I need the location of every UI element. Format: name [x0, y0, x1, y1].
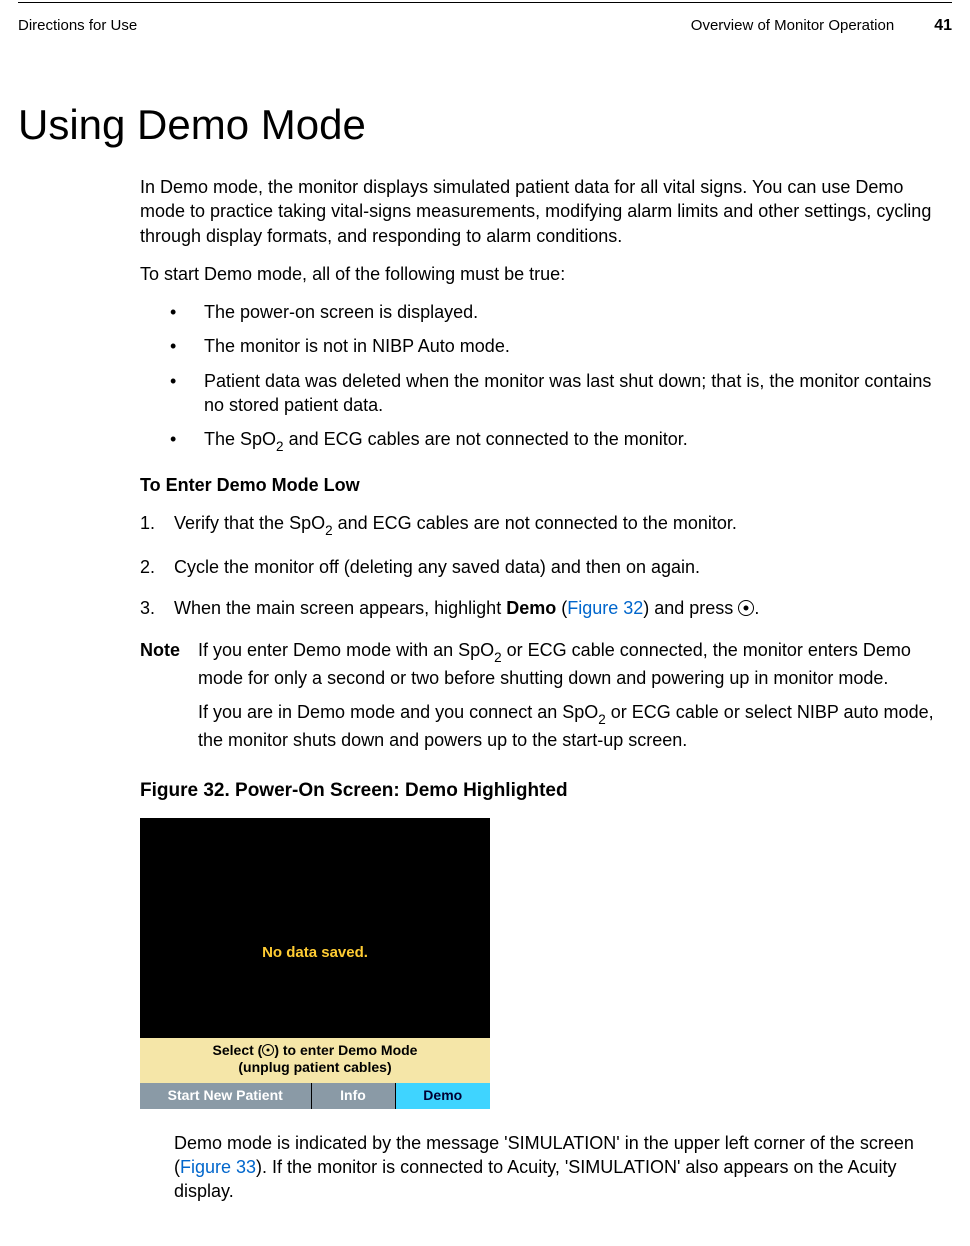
- running-header: Directions for Use Overview of Monitor O…: [18, 3, 952, 43]
- screen-buttons: Start New Patient Info Demo: [140, 1083, 490, 1109]
- screen-btn-start-new-patient[interactable]: Start New Patient: [140, 1083, 312, 1109]
- screen-mid-text: No data saved.: [262, 943, 368, 963]
- bullet4-pre: The SpO: [204, 429, 276, 449]
- screen-btn-info[interactable]: Info: [312, 1083, 396, 1109]
- closing-paragraph: Demo mode is indicated by the message 'S…: [140, 1131, 942, 1204]
- prereq-list: The power-on screen is displayed. The mo…: [140, 300, 942, 455]
- header-left: Directions for Use: [18, 17, 137, 34]
- note-label: Note: [140, 638, 180, 762]
- hint-l1-pre: Select (: [213, 1042, 263, 1058]
- note-p1-sub: 2: [494, 650, 502, 665]
- note-p2-pre: If you are in Demo mode and you connect …: [198, 702, 598, 722]
- hint-line1: Select ( ) to enter Demo Mode: [213, 1042, 418, 1060]
- bullet4-sub: 2: [276, 439, 284, 454]
- steps-list: 1. Verify that the SpO2 and ECG cables a…: [140, 511, 942, 619]
- note-p1-pre: If you enter Demo mode with an SpO: [198, 640, 494, 660]
- figure-caption: Figure 32. Power-On Screen: Demo Highlig…: [140, 778, 942, 804]
- hint-line2: (unplug patient cables): [238, 1059, 391, 1075]
- note-text: If you enter Demo mode with an SpO2 or E…: [198, 638, 942, 762]
- step1-post: and ECG cables are not connected to the …: [333, 513, 737, 533]
- screen-top-bar: [140, 818, 490, 868]
- step-1: 1. Verify that the SpO2 and ECG cables a…: [140, 511, 942, 539]
- step2-text: Cycle the monitor off (deleting any save…: [174, 557, 700, 577]
- note-p2: If you are in Demo mode and you connect …: [198, 700, 942, 752]
- monitor-screen: No data saved. Select ( ) to enter Demo M…: [140, 818, 490, 1109]
- section-title: Using Demo Mode: [18, 101, 952, 149]
- bullet-2: The monitor is not in NIBP Auto mode.: [140, 334, 942, 358]
- screen-middle: No data saved.: [140, 868, 490, 1038]
- step-3: 3. When the main screen appears, highlig…: [140, 596, 942, 620]
- step3-post2: .: [754, 598, 759, 618]
- header-right: Overview of Monitor Operation: [691, 17, 894, 34]
- intro-paragraph: In Demo mode, the monitor displays simul…: [140, 175, 942, 248]
- note-p2-sub: 2: [598, 712, 606, 727]
- bullet-3: Patient data was deleted when the monito…: [140, 369, 942, 418]
- subheading: To Enter Demo Mode Low: [140, 473, 942, 497]
- step3-pre: When the main screen appears, highlight: [174, 598, 506, 618]
- screen-btn-demo[interactable]: Demo: [396, 1083, 491, 1109]
- step-2: 2. Cycle the monitor off (deleting any s…: [140, 555, 942, 579]
- step1-pre: Verify that the SpO: [174, 513, 325, 533]
- closing-post: ). If the monitor is connected to Acuity…: [174, 1157, 897, 1201]
- body-column: In Demo mode, the monitor displays simul…: [140, 175, 942, 1204]
- start-intro: To start Demo mode, all of the following…: [140, 262, 942, 286]
- screen-hint: Select ( ) to enter Demo Mode (unplug pat…: [140, 1038, 490, 1083]
- select-button-icon: [738, 600, 754, 616]
- note-block: Note If you enter Demo mode with an SpO2…: [140, 638, 942, 762]
- bullet-4: The SpO2 and ECG cables are not connecte…: [140, 427, 942, 455]
- note-p1: If you enter Demo mode with an SpO2 or E…: [198, 638, 942, 690]
- step3-link[interactable]: Figure 32: [567, 598, 643, 618]
- page-number: 41: [934, 17, 952, 35]
- hint-l1-post: ) to enter Demo Mode: [274, 1042, 417, 1058]
- step1-sub: 2: [325, 523, 333, 538]
- step1-num: 1.: [140, 511, 155, 535]
- bullet4-post: and ECG cables are not connected to the …: [284, 429, 688, 449]
- step3-post1: ) and press: [643, 598, 738, 618]
- select-button-icon-small: [262, 1044, 274, 1056]
- step3-bold: Demo: [506, 598, 556, 618]
- bullet-1: The power-on screen is displayed.: [140, 300, 942, 324]
- step2-num: 2.: [140, 555, 155, 579]
- closing-link[interactable]: Figure 33: [180, 1157, 256, 1177]
- step3-num: 3.: [140, 596, 155, 620]
- step3-mid: (: [556, 598, 567, 618]
